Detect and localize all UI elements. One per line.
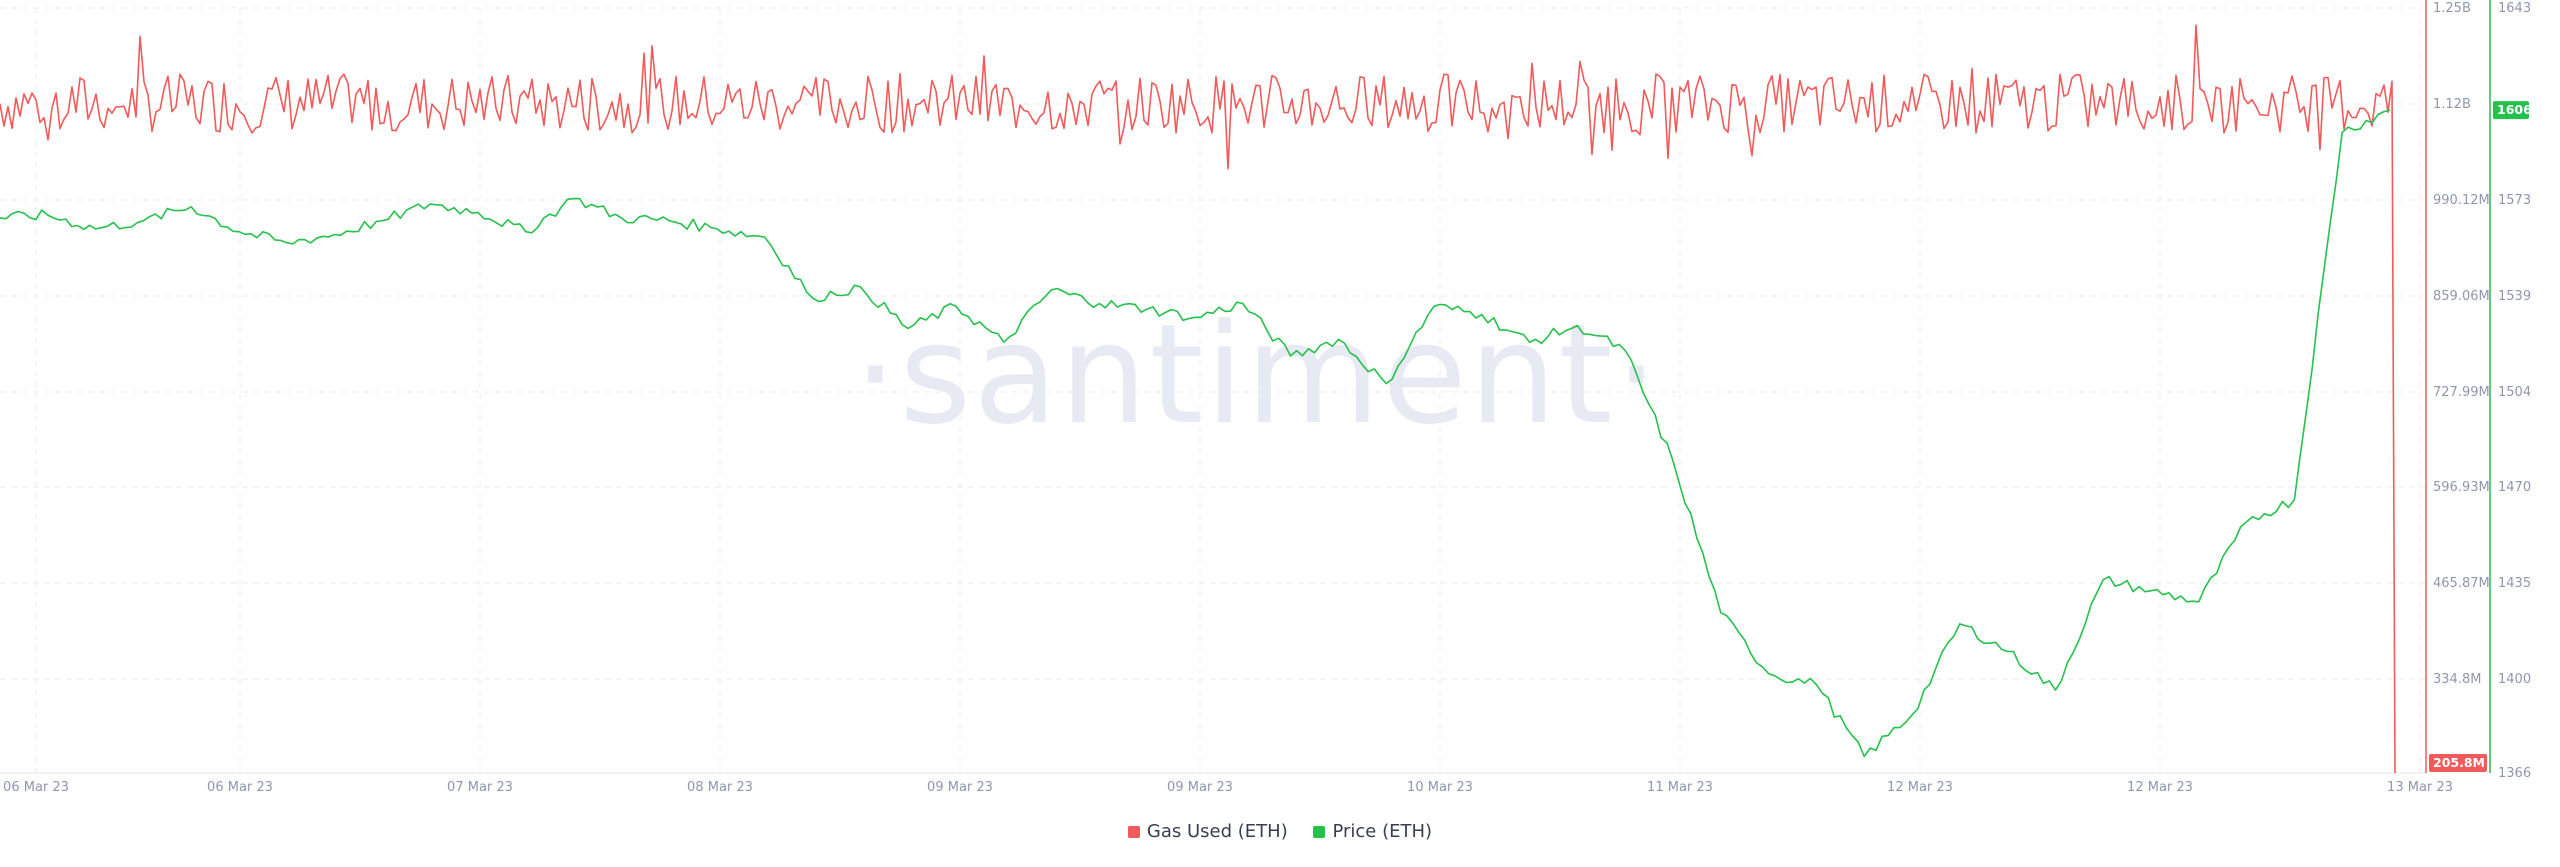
axes: 1.25B 1.12B 990.12M 859.06M 727.99M 596.93M 46…	[3, 0, 2532, 795]
x-axis-tick-label: 06 Mar 23	[207, 780, 273, 795]
series-line-price	[0, 109, 2391, 758]
x-axis-tick-label: 12 Mar 23	[2127, 780, 2193, 795]
grid	[0, 7, 2425, 774]
x-axis-tick-label: 09 Mar 23	[927, 780, 993, 795]
x-axis-tick-label: 13 Mar 23	[2387, 780, 2453, 795]
x-axis-tick-label: 09 Mar 23	[1167, 780, 1233, 795]
series-layer	[0, 24, 2396, 774]
left-axis-tick-label: 596.93M	[2433, 480, 2490, 495]
right-axis-tick-label: 1573	[2498, 193, 2531, 208]
watermark: ·santiment·	[853, 294, 1660, 455]
left-axis-tick-label: 465.87M	[2433, 576, 2490, 591]
left-axis-tick-label: 334.8M	[2433, 672, 2481, 687]
x-axis-tick-label: 06 Mar 23	[3, 780, 69, 795]
left-axis-tick-label: 727.99M	[2433, 385, 2490, 400]
gas-current-badge	[2429, 754, 2487, 772]
price-current-value: 1606	[2497, 102, 2532, 117]
legend: Gas Used (ETH) Price (ETH)	[0, 821, 2560, 843]
right-axis-tick-label: 1504	[2498, 385, 2531, 400]
legend-item-price[interactable]: Price (ETH)	[1313, 821, 1432, 842]
series-line-gas-used	[0, 24, 2396, 774]
right-axis-tick-label: 1366	[2498, 766, 2531, 781]
right-axis-tick-label: 1435	[2498, 576, 2531, 591]
x-axis-tick-label: 10 Mar 23	[1407, 780, 1473, 795]
right-axis-tick-label: 1470	[2498, 480, 2531, 495]
x-axis-tick-label: 11 Mar 23	[1647, 780, 1713, 795]
right-axis-tick-label: 1643	[2498, 1, 2531, 16]
legend-item-gas[interactable]: Gas Used (ETH)	[1127, 821, 1288, 842]
legend-label-price: Price (ETH)	[1332, 821, 1433, 842]
price-current-badge	[2493, 101, 2529, 120]
x-axis-tick-label: 12 Mar 23	[1887, 780, 1953, 795]
left-axis-tick-label: 990.12M	[2433, 193, 2490, 208]
gas-current-value: 205.8M	[2433, 755, 2485, 770]
x-axis-tick-label: 08 Mar 23	[687, 780, 753, 795]
legend-swatch-price	[1313, 825, 1326, 838]
left-axis-tick-label: 1.12B	[2433, 97, 2471, 112]
left-axis-tick-label: 859.06M	[2433, 289, 2490, 304]
right-axis-tick-label: 1539	[2498, 289, 2531, 304]
left-axis-tick-label: 1.25B	[2433, 1, 2471, 16]
legend-label-gas: Gas Used (ETH)	[1146, 821, 1288, 842]
right-axis-tick-label: 1400	[2498, 672, 2531, 687]
legend-swatch-gas	[1127, 825, 1140, 838]
x-axis-tick-label: 07 Mar 23	[447, 780, 513, 795]
